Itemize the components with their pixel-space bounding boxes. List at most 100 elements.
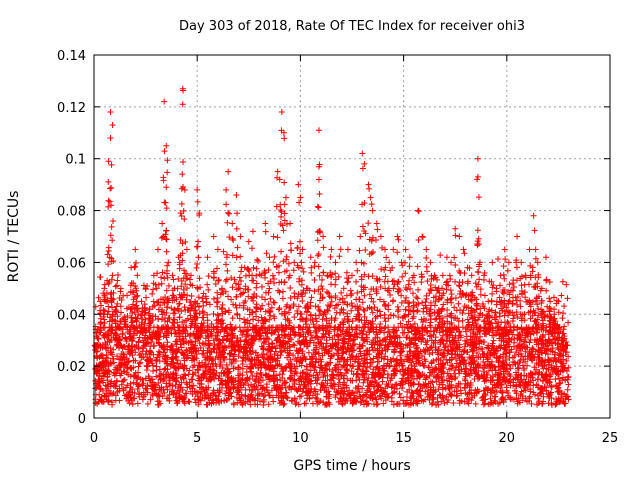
data-point: [279, 295, 286, 302]
data-point: [495, 256, 502, 263]
data-point: [212, 280, 219, 287]
data-point: [290, 267, 297, 274]
data-point-peak: [245, 238, 252, 245]
data-point: [257, 305, 264, 312]
data-point: [349, 302, 356, 309]
data-point: [269, 394, 276, 401]
data-point: [284, 394, 291, 401]
chart-title: Day 303 of 2018, Rate Of TEC Index for r…: [179, 19, 525, 34]
data-point: [308, 269, 315, 276]
data-point: [253, 280, 260, 287]
data-point: [276, 305, 283, 312]
data-point: [308, 294, 315, 301]
data-point: [216, 387, 223, 394]
data-point: [229, 235, 236, 242]
data-point: [360, 379, 367, 386]
data-point: [480, 401, 487, 408]
data-point: [280, 258, 287, 265]
data-point: [300, 268, 307, 275]
data-point: [368, 201, 375, 208]
data-point: [286, 343, 293, 350]
data-point: [517, 303, 524, 310]
data-point: [195, 254, 202, 261]
data-point: [223, 361, 230, 368]
data-point: [200, 347, 207, 354]
data-point: [359, 165, 366, 172]
data-point: [413, 387, 420, 394]
data-point-peak: [165, 259, 172, 266]
data-point: [287, 285, 294, 292]
data-point: [493, 389, 500, 396]
data-point: [223, 201, 230, 208]
data-point: [313, 380, 320, 387]
data-point: [336, 253, 343, 260]
data-point: [122, 384, 129, 391]
data-point: [249, 272, 256, 279]
data-point: [324, 372, 331, 379]
data-point: [291, 332, 298, 339]
data-point-peak: [357, 233, 364, 240]
data-point: [178, 349, 185, 356]
data-point-peak: [154, 246, 161, 253]
data-point: [373, 329, 380, 336]
data-point: [262, 228, 269, 235]
data-point: [424, 278, 431, 285]
data-point: [326, 293, 333, 300]
data-point: [143, 340, 150, 347]
data-point: [526, 339, 533, 346]
data-point: [219, 317, 226, 324]
data-point: [291, 342, 298, 349]
data-point: [140, 380, 147, 387]
data-point: [491, 350, 498, 357]
data-point: [354, 267, 361, 274]
data-point-peak: [297, 194, 304, 201]
data-point: [329, 336, 336, 343]
data-point: [565, 396, 572, 403]
data-point: [223, 261, 230, 268]
data-point: [565, 381, 572, 388]
data-point: [278, 248, 285, 255]
data-point: [224, 267, 231, 274]
data-point: [388, 394, 395, 401]
data-point: [454, 392, 461, 399]
data-point: [205, 273, 212, 280]
data-point: [365, 220, 372, 227]
data-point: [391, 385, 398, 392]
data-point: [545, 393, 552, 400]
data-point: [170, 320, 177, 327]
data-point: [293, 399, 300, 406]
data-point: [165, 315, 172, 322]
data-point: [267, 295, 274, 302]
data-point: [105, 244, 112, 251]
data-point: [163, 270, 170, 277]
data-point: [362, 367, 369, 374]
data-point: [324, 380, 331, 387]
data-point: [384, 356, 391, 363]
data-point: [114, 277, 121, 284]
data-point: [263, 250, 270, 257]
data-point-peak: [249, 228, 256, 235]
data-point: [332, 270, 339, 277]
data-point: [162, 199, 169, 206]
data-point: [565, 373, 572, 380]
data-point: [143, 385, 150, 392]
data-point: [250, 316, 257, 323]
data-point: [277, 352, 284, 359]
data-point: [205, 286, 212, 293]
data-point: [327, 253, 334, 260]
data-point: [335, 332, 342, 339]
data-point: [226, 210, 233, 217]
data-point: [314, 203, 321, 210]
data-point: [547, 382, 554, 389]
data-point: [194, 261, 201, 268]
data-point: [105, 308, 112, 315]
data-point: [142, 385, 149, 392]
data-point: [564, 386, 571, 393]
data-point: [144, 382, 151, 389]
data-point: [524, 398, 531, 405]
data-point: [107, 232, 114, 239]
data-point: [149, 290, 156, 297]
data-point: [350, 336, 357, 343]
data-point: [360, 306, 367, 313]
